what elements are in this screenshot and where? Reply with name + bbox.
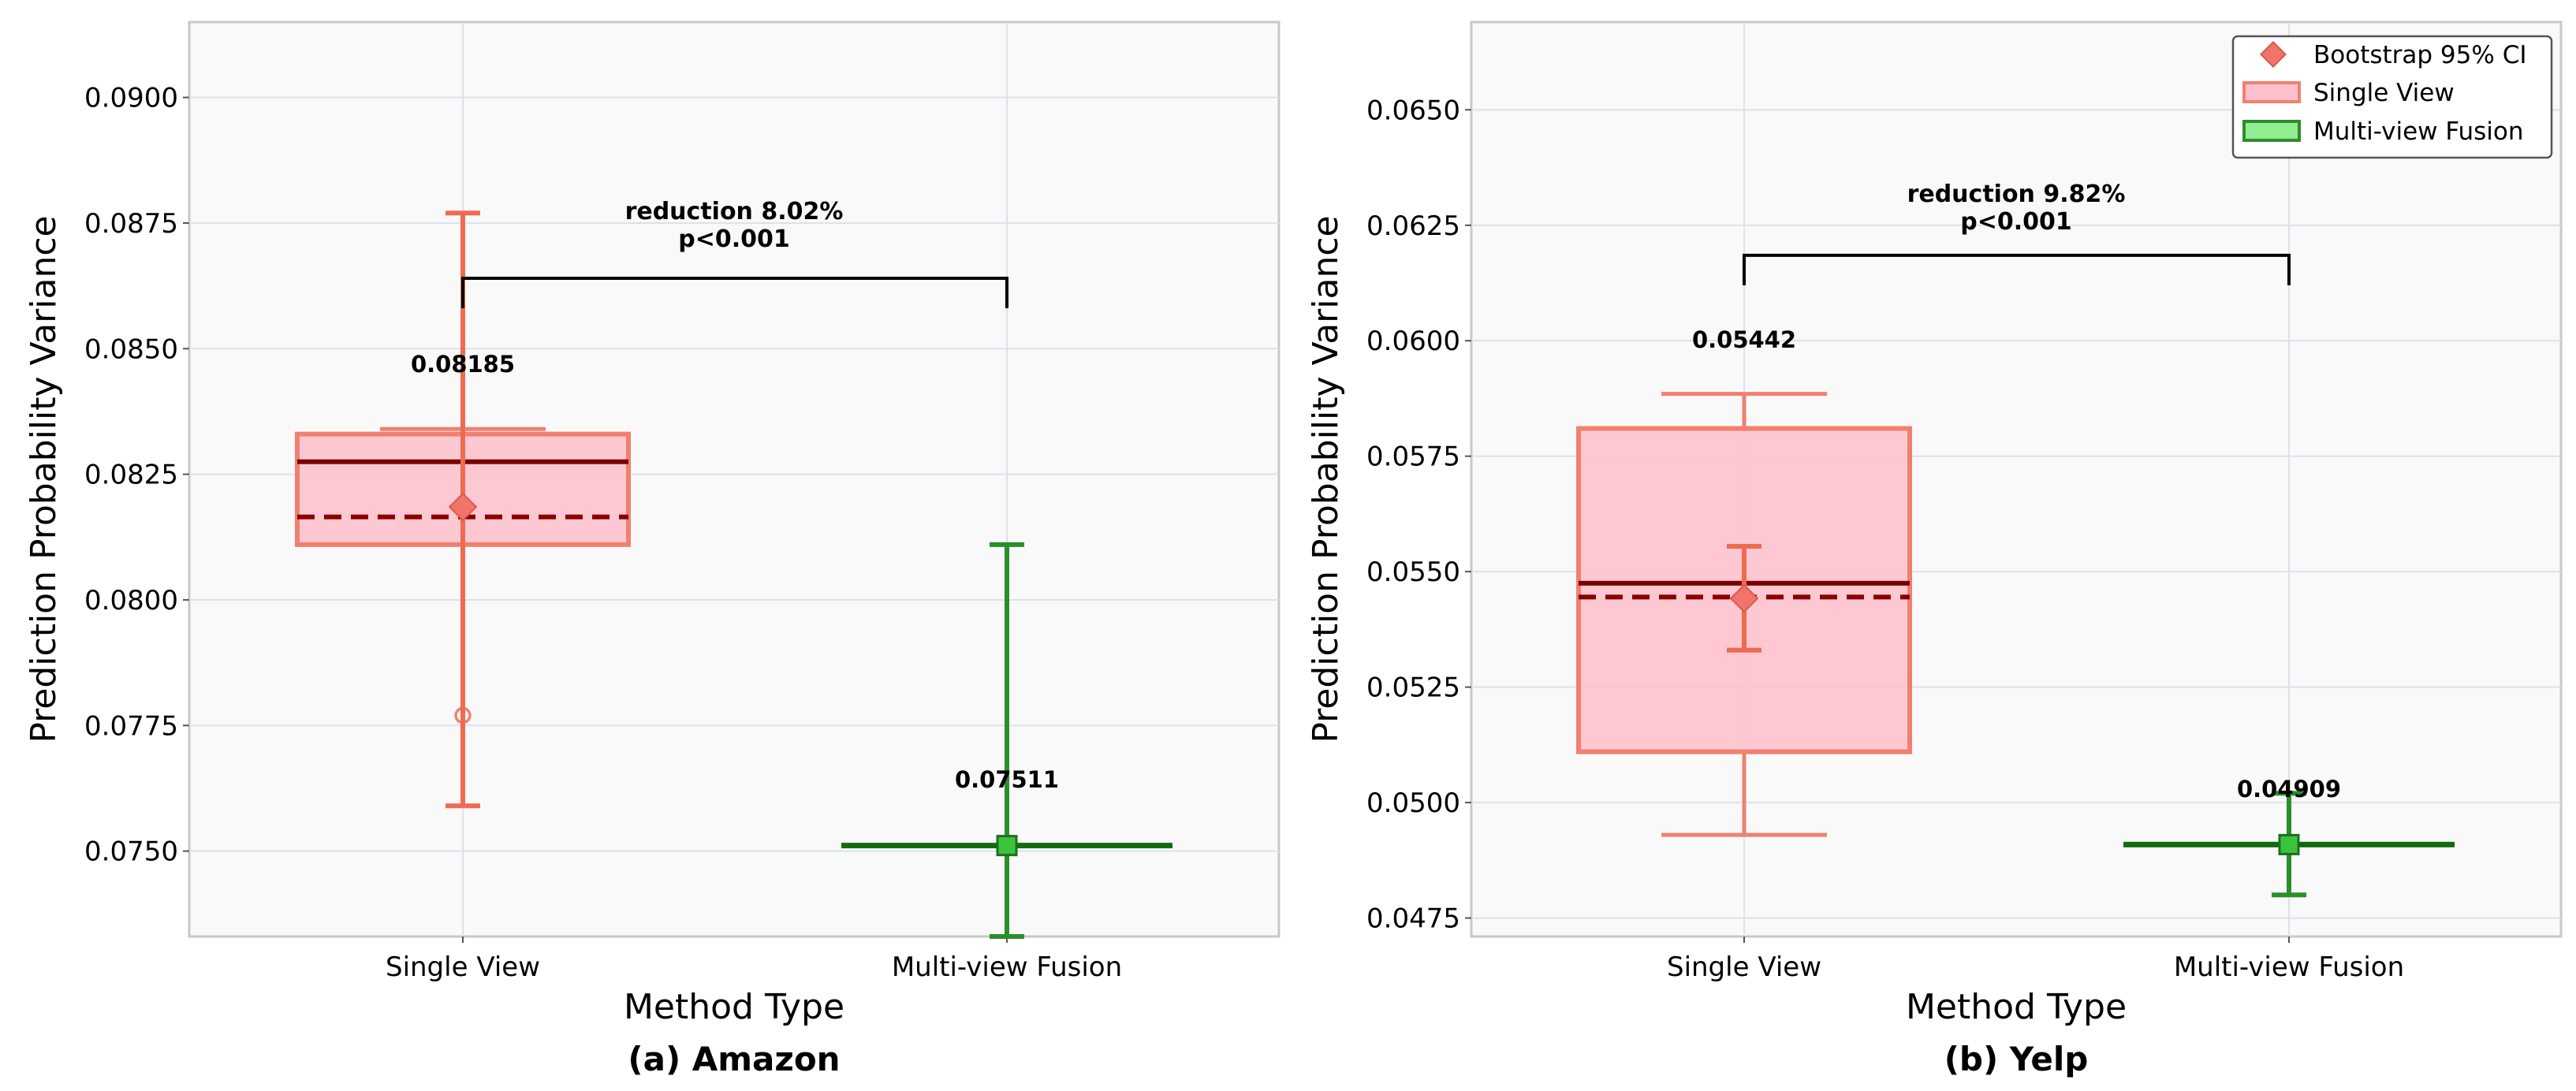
y-tick-label: 0.0825: [84, 460, 178, 491]
y-tick-labels: 0.0475 0.0500 0.0525 0.0550 0.0575 0.0600 0.06…: [1366, 95, 2290, 943]
panel-yelp: 0.0475 0.0500 0.0525 0.0550 0.0575 0.0600 0.06…: [1306, 20, 2563, 1078]
y-tick-label: 0.0500: [1366, 788, 1460, 819]
reduction-label: reduction 8.02%: [625, 198, 844, 225]
panel-amazon: 0.0750 0.0775 0.0800 0.0825 0.0850 0.0875 0.09…: [24, 20, 1281, 1078]
x-axis-label: Method Type: [624, 987, 844, 1027]
significance-annotation: reduction 8.02% p<0.001: [625, 198, 844, 253]
chart-marks: [1576, 253, 2455, 898]
ci-point-marker: [448, 492, 478, 522]
y-tick-label: 0.0550: [1366, 557, 1460, 588]
grid-lines: [189, 22, 1279, 936]
y-tick-label: 0.0800: [84, 585, 178, 616]
legend-label-single-view: Single View: [2313, 79, 2455, 107]
x-tick-labels: Single View Multi-view Fusion: [386, 951, 1122, 983]
x-tick-label-single-view: Single View: [386, 951, 540, 983]
y-tick-label: 0.0600: [1366, 326, 1460, 357]
legend-label-multi-view-fusion: Multi-view Fusion: [2313, 117, 2524, 146]
value-label-multi-view-fusion: 0.07511: [955, 766, 1059, 793]
legend-frame: [2231, 35, 2553, 159]
reduction-label: reduction 9.82%: [1907, 181, 2126, 208]
y-tick-label: 0.0875: [84, 208, 178, 240]
panel-title: (a) Amazon: [628, 1040, 840, 1078]
y-tick-label: 0.0775: [84, 710, 178, 742]
value-label-multi-view-fusion: 0.04909: [2237, 776, 2341, 802]
y-tick-label: 0.0850: [84, 333, 178, 365]
x-tick-label-multi-view-fusion: Multi-view Fusion: [2174, 951, 2404, 983]
value-label-single-view: 0.05442: [1692, 326, 1796, 353]
ci-point-marker: [996, 835, 1018, 857]
legend-swatch-single-view: [2242, 81, 2301, 103]
x-tick-labels: Single View Multi-view Fusion: [1667, 951, 2404, 983]
significance-annotation: reduction 9.82% p<0.001: [1907, 181, 2126, 236]
legend: Bootstrap 95% CI Single View Multi-view …: [2231, 35, 2553, 159]
significance-bracket: [461, 277, 1008, 309]
chart-marks: [295, 210, 1172, 939]
legend-swatch-multi-view-fusion: [2242, 120, 2301, 142]
y-tick-label: 0.0475: [1366, 903, 1460, 935]
y-axis-label: Prediction Probability Variance: [24, 215, 64, 743]
significance-bracket: [1743, 253, 2291, 285]
y-tick-labels: 0.0750 0.0775 0.0800 0.0825 0.0850 0.0875 0.09…: [84, 83, 1008, 943]
y-tick-label: 0.0650: [1366, 95, 1460, 126]
y-axis-label: Prediction Probability Variance: [1306, 215, 1346, 743]
y-tick-label: 0.0525: [1366, 672, 1460, 704]
panel-title: (b) Yelp: [1944, 1040, 2089, 1078]
y-tick-label: 0.0900: [84, 83, 178, 114]
y-tick-label: 0.0625: [1366, 210, 1460, 242]
legend-marker-ci: [2260, 41, 2287, 68]
p-value-label: p<0.001: [678, 225, 790, 253]
p-value-label: p<0.001: [1960, 208, 2072, 236]
y-tick-label: 0.0575: [1366, 441, 1460, 473]
x-tick-label-single-view: Single View: [1667, 951, 1821, 983]
legend-label-ci: Bootstrap 95% CI: [2313, 41, 2526, 69]
x-axis-label: Method Type: [1906, 987, 2127, 1027]
ci-point-marker: [1729, 583, 1759, 613]
ci-point-marker: [2278, 833, 2300, 855]
value-label-single-view: 0.08185: [411, 351, 515, 378]
y-tick-label: 0.0750: [84, 836, 178, 868]
x-tick-label-multi-view-fusion: Multi-view Fusion: [892, 951, 1122, 983]
